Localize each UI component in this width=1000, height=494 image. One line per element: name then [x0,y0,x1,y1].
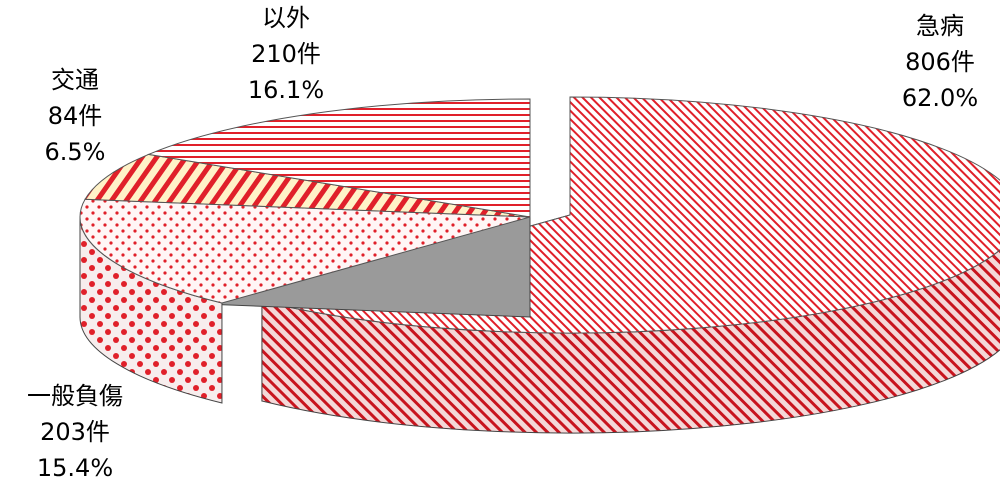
slice-percent: 15.4% [36,454,114,482]
slice-label-kyubyo: 急病 806件 62.0% [890,8,990,116]
slice-name: 急病 [916,12,964,40]
slice-kotsu-top [84,153,531,218]
pie-slices [79,96,1000,434]
slice-igai [146,98,531,218]
slice-name: 一般負傷 [27,382,123,410]
slice-count: 806件 [905,48,975,76]
slice-count: 84件 [47,102,103,130]
slice-name: 交通 [51,66,99,94]
slice-label-ippan-fusho: 一般負傷 203件 15.4% [0,378,150,486]
slice-name: 以外 [262,4,310,32]
slice-percent: 62.0% [901,84,979,112]
slice-percent: 16.1% [247,76,325,104]
slice-percent: 6.5% [44,138,106,166]
slice-label-igai: 以外 210件 16.1% [226,0,346,108]
slice-ippan-fusho [79,198,531,404]
slice-count: 210件 [251,40,321,68]
slice-igai-top [146,98,531,218]
slice-ippan-fusho-top [79,198,531,304]
slice-count: 203件 [40,418,110,446]
slice-kotsu [84,153,531,218]
slice-label-kotsu: 交通 84件 6.5% [25,62,125,170]
